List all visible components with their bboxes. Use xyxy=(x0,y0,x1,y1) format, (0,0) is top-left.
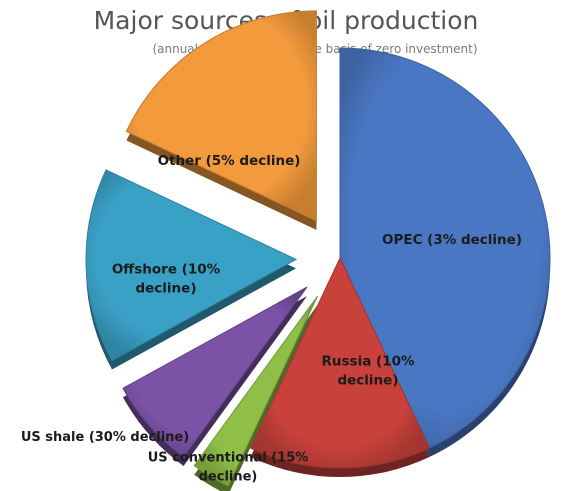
pie-slice-label-5: Other (5% decline) xyxy=(158,153,301,169)
pie-slice-0 xyxy=(339,47,551,449)
pie-slice-label-4: Offshore (10% decline) xyxy=(112,262,221,297)
pie-slice-label-0: OPEC (3% decline) xyxy=(382,232,522,248)
pie-slice-5 xyxy=(125,10,317,222)
pie-labels-group: OPEC (3% decline) Russia (10% decline) US c… xyxy=(21,153,522,485)
pie-slice-4 xyxy=(85,169,298,362)
pie-slice-label-1: Russia (10% decline) xyxy=(322,354,415,389)
pie-slice-3 xyxy=(122,286,308,458)
pie-slice-label-2: US conventional (15% decline) xyxy=(148,451,309,485)
pie-slice-2 xyxy=(193,295,319,487)
pie-slices-group xyxy=(85,10,551,487)
pie-slice-1 xyxy=(249,256,431,469)
pie-slice-label-3: US shale (30% decline) xyxy=(21,430,189,445)
